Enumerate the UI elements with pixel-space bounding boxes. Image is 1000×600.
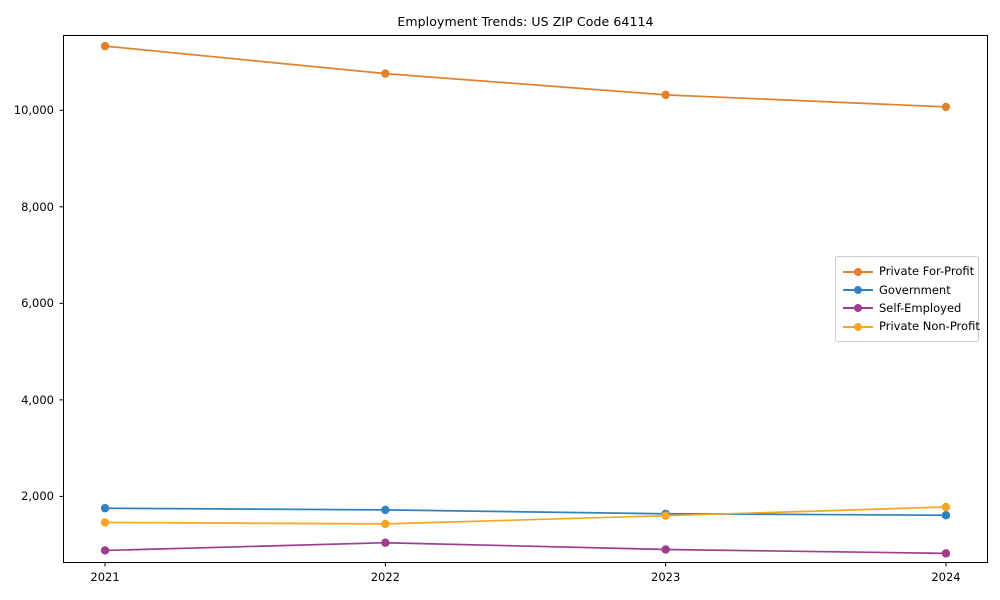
axis-ticks: [59, 109, 947, 567]
data-point-marker: [381, 505, 390, 515]
legend-item-label: Private For-Profit: [879, 264, 975, 279]
legend-item-label: Government: [879, 282, 951, 297]
legend-item-label: Private Non-Profit: [879, 318, 980, 333]
series-line: [104, 45, 947, 108]
x-axis-tick-label: 2021: [90, 570, 120, 584]
data-point-marker: [661, 545, 670, 554]
x-axis-tick-label: 2024: [931, 570, 961, 584]
x-axis-tick-label: 2022: [370, 570, 400, 584]
data-point-marker: [661, 511, 670, 520]
data-point-marker: [381, 69, 390, 78]
legend-marker-icon: [843, 266, 873, 278]
chart-legend[interactable]: Private For-Profit Government Self-Employe…: [835, 256, 980, 342]
series-line: [104, 541, 947, 555]
data-point-marker: [941, 502, 951, 512]
legend-item[interactable]: Self-Employed: [843, 299, 970, 317]
series-line: [104, 506, 947, 525]
legend-marker-icon: [843, 302, 873, 314]
data-series-group: [100, 41, 951, 558]
data-point-marker: [941, 102, 951, 112]
y-axis-tick-label: 10,000: [13, 103, 54, 118]
data-point-marker: [100, 546, 110, 555]
data-point-marker: [381, 538, 390, 547]
data-point-marker: [941, 511, 951, 520]
data-point-marker: [100, 504, 110, 513]
y-axis-tick-label: 8,000: [21, 199, 54, 214]
x-axis-tick-label: 2023: [651, 570, 681, 584]
chart-title: Employment Trends: US ZIP Code 64114: [397, 14, 654, 29]
plot-area: [63, 35, 988, 563]
data-point-marker: [941, 549, 951, 558]
data-point-marker: [661, 90, 670, 100]
data-point-marker: [381, 519, 390, 529]
y-axis-tick-label: 2,000: [21, 489, 54, 504]
data-point-marker: [100, 518, 110, 527]
legend-item[interactable]: Government: [843, 281, 970, 299]
y-axis-tick-label: 4,000: [21, 392, 54, 407]
legend-item-label: Self-Employed: [879, 300, 962, 315]
legend-item[interactable]: Private For-Profit: [843, 263, 974, 281]
legend-item[interactable]: Private Non-Profit: [843, 318, 980, 336]
legend-marker-icon: [843, 284, 873, 296]
data-point-marker: [100, 41, 110, 51]
legend-marker-icon: [843, 321, 873, 333]
series-line: [104, 507, 947, 517]
y-axis-tick-label: 6,000: [21, 296, 54, 311]
